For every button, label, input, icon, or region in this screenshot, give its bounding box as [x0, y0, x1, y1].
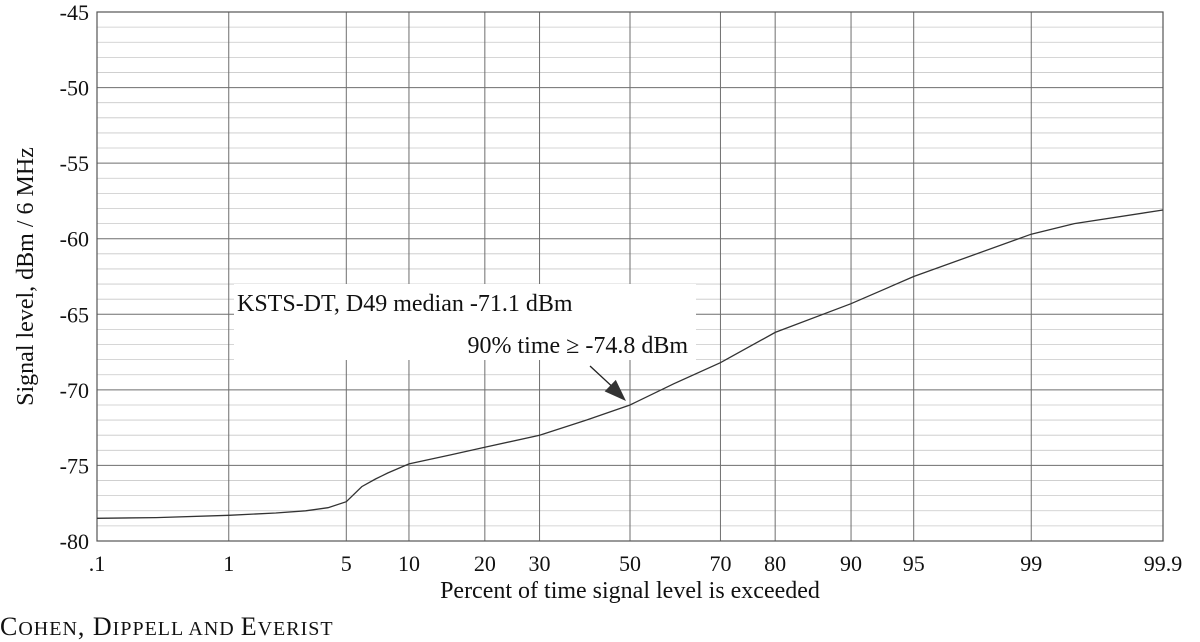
- x-tick-label: 99.9: [1144, 551, 1183, 576]
- y-tick-labels: -45 -50 -55 -60 -65 -70 -75 -80: [60, 0, 89, 554]
- y-tick-label: -80: [60, 529, 89, 554]
- x-tick-label: 95: [903, 551, 925, 576]
- x-tick-label: 50: [619, 551, 641, 576]
- x-tick-label: 30: [529, 551, 551, 576]
- x-tick-label: 99: [1020, 551, 1042, 576]
- x-tick-label: 10: [398, 551, 420, 576]
- x-tick-label: 80: [764, 551, 786, 576]
- x-tick-label: 70: [709, 551, 731, 576]
- x-tick-label: 90: [840, 551, 862, 576]
- y-tick-label: -55: [60, 151, 89, 176]
- annotation-line-2: 90% time ≥ -74.8 dBm: [468, 333, 689, 359]
- x-tick-labels: .1 1 5 10 20 30 50 70 80 90 95 99 99.9: [89, 551, 1183, 576]
- x-tick-label: .1: [89, 551, 106, 576]
- y-tick-label: -50: [60, 76, 89, 101]
- x-tick-label: 20: [474, 551, 496, 576]
- y-axis-title: Signal level, dBm / 6 MHz: [13, 147, 39, 406]
- annotation-line-1: KSTS-DT, D49 median -71.1 dBm: [237, 291, 573, 317]
- major-grid: [97, 12, 1163, 541]
- y-tick-label: -65: [60, 302, 89, 327]
- y-tick-label: -75: [60, 453, 89, 478]
- y-tick-label: -60: [60, 227, 89, 252]
- y-tick-label: -70: [60, 378, 89, 403]
- x-axis-title: Percent of time signal level is exceeded: [440, 578, 820, 604]
- company-logo: COHEN, DIPPELL AND EVERIST: [0, 612, 334, 642]
- annotation-arrow: [590, 366, 626, 401]
- x-tick-label: 5: [341, 551, 352, 576]
- x-tick-label: 1: [223, 551, 234, 576]
- y-tick-label: -45: [60, 0, 89, 25]
